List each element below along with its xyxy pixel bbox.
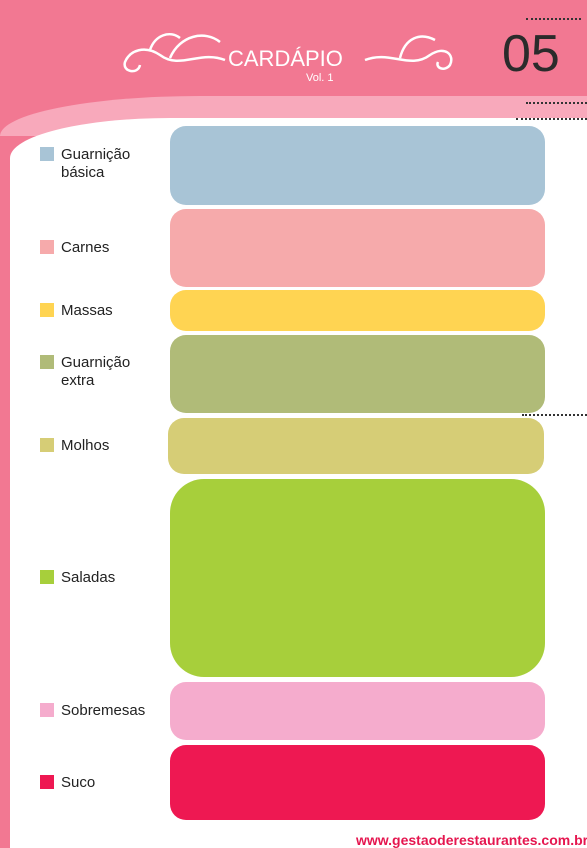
menu-box bbox=[170, 682, 545, 740]
footer-url: www.gestaoderestaurantes.com.br bbox=[356, 832, 587, 848]
ornament-left bbox=[110, 20, 230, 80]
menu-box bbox=[170, 745, 545, 820]
menu-box bbox=[170, 126, 545, 205]
subtitle: Vol. 1 bbox=[306, 72, 334, 84]
menu-box bbox=[170, 209, 545, 287]
page: CARDÁPIO Vol. 1 05 www.gestaoderestauran… bbox=[0, 0, 587, 848]
color-swatch bbox=[40, 570, 54, 584]
menu-label: Guarnição extra bbox=[61, 354, 153, 390]
color-swatch bbox=[40, 438, 54, 452]
menu-label: Suco bbox=[61, 774, 153, 792]
title: CARDÁPIO bbox=[228, 46, 343, 72]
color-swatch bbox=[40, 355, 54, 369]
color-swatch bbox=[40, 240, 54, 254]
menu-label: Carnes bbox=[61, 239, 153, 257]
menu-box bbox=[170, 479, 545, 677]
color-swatch bbox=[40, 703, 54, 717]
dots bbox=[526, 102, 587, 104]
ornament-right bbox=[360, 20, 460, 80]
color-swatch bbox=[40, 147, 54, 161]
dots bbox=[526, 18, 581, 20]
color-swatch bbox=[40, 303, 54, 317]
dots bbox=[516, 118, 587, 120]
menu-label: Molhos bbox=[61, 437, 153, 455]
menu-box bbox=[168, 418, 544, 474]
menu-box bbox=[170, 290, 545, 331]
dots bbox=[522, 414, 587, 416]
menu-label: Saladas bbox=[61, 569, 153, 587]
menu-box bbox=[170, 335, 545, 413]
menu-label: Guarnição básica bbox=[61, 146, 153, 182]
menu-label: Massas bbox=[61, 302, 153, 320]
page-number: 05 bbox=[502, 24, 560, 84]
menu-label: Sobremesas bbox=[61, 702, 153, 720]
color-swatch bbox=[40, 775, 54, 789]
